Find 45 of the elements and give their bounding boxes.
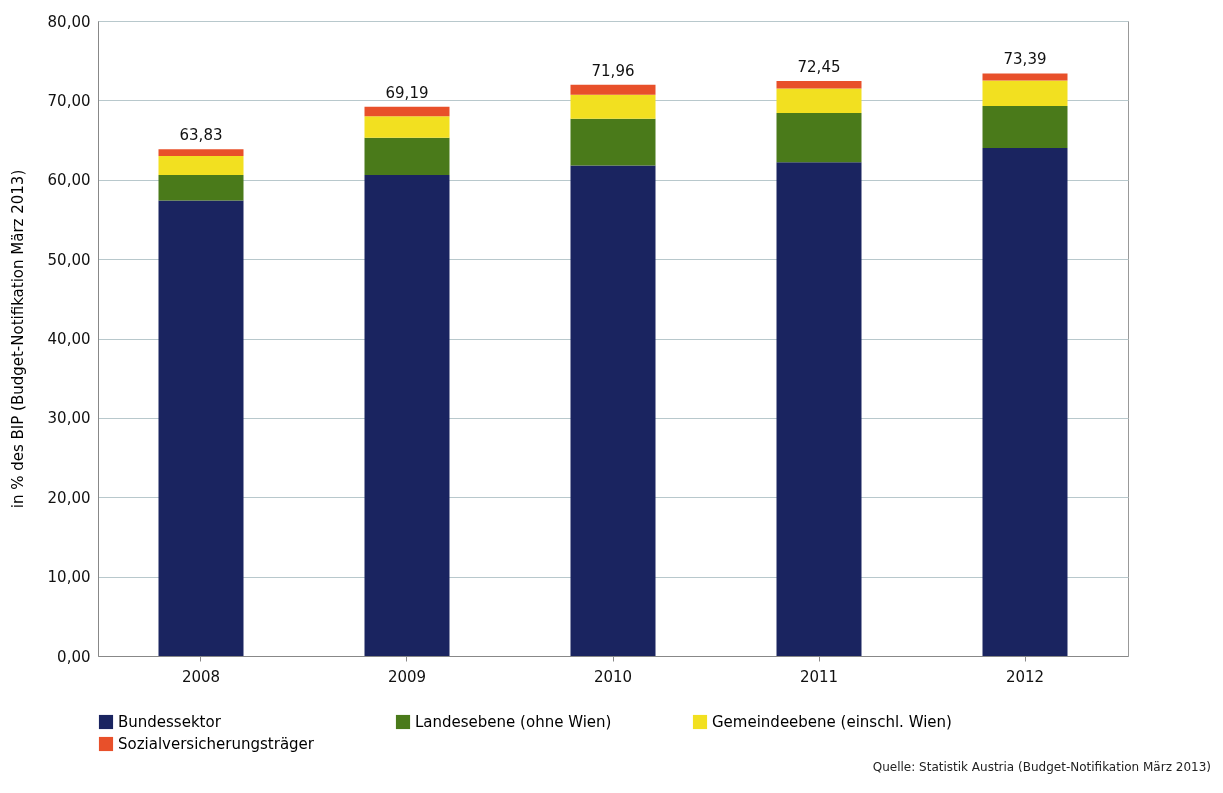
x-tick-label: 2009 xyxy=(387,667,427,686)
bar xyxy=(776,162,862,656)
y-tick-label: 20,00 xyxy=(47,488,91,507)
bar xyxy=(364,106,450,117)
total-label: 69,19 xyxy=(385,83,429,102)
source-note: Quelle: Statistik Austria (Budget-Notifikation März 2013) xyxy=(872,760,1211,774)
bar xyxy=(364,137,450,175)
x-tick-label: 2010 xyxy=(593,667,633,686)
y-axis-title: in % des BIP (Budget-Notifikation März 2013) xyxy=(8,169,27,509)
bar xyxy=(570,94,656,119)
y-tick-label: 0,00 xyxy=(57,647,91,666)
legend-label: Bundessektor xyxy=(118,713,222,731)
x-tick-label: 2011 xyxy=(799,667,839,686)
x-tick-label: 2012 xyxy=(1005,667,1045,686)
bar xyxy=(570,84,656,95)
bar xyxy=(158,149,244,156)
bar xyxy=(570,165,656,656)
bar xyxy=(982,148,1068,656)
total-label: 73,39 xyxy=(1003,50,1047,69)
bar xyxy=(158,155,244,175)
bar xyxy=(982,73,1068,81)
y-tick-label: 70,00 xyxy=(47,91,91,110)
bar xyxy=(776,113,862,163)
bar xyxy=(364,116,450,138)
bar xyxy=(776,88,862,114)
bar xyxy=(158,174,244,201)
total-label: 71,96 xyxy=(591,61,635,80)
x-tick-label: 2008 xyxy=(181,667,221,686)
bar xyxy=(982,105,1068,148)
total-label: 63,83 xyxy=(179,126,223,145)
legend-label: Landesebene (ohne Wien) xyxy=(415,713,612,731)
bar xyxy=(364,174,450,656)
legend-label: Sozialversicherungsträger xyxy=(118,735,315,753)
y-tick-label: 60,00 xyxy=(47,171,91,190)
y-tick-label: 40,00 xyxy=(47,330,91,348)
total-label: 72,45 xyxy=(797,57,841,76)
y-tick-label: 80,00 xyxy=(47,12,91,31)
bar xyxy=(570,118,656,166)
bar xyxy=(776,80,862,89)
bar xyxy=(158,200,244,656)
bar xyxy=(982,80,1068,106)
y-tick-label: 30,00 xyxy=(47,409,91,428)
y-tick-label: 10,00 xyxy=(47,568,91,587)
legend-label: Gemeindeebene (einschl. Wien) xyxy=(712,713,952,731)
y-tick-label: 50,00 xyxy=(47,250,91,269)
